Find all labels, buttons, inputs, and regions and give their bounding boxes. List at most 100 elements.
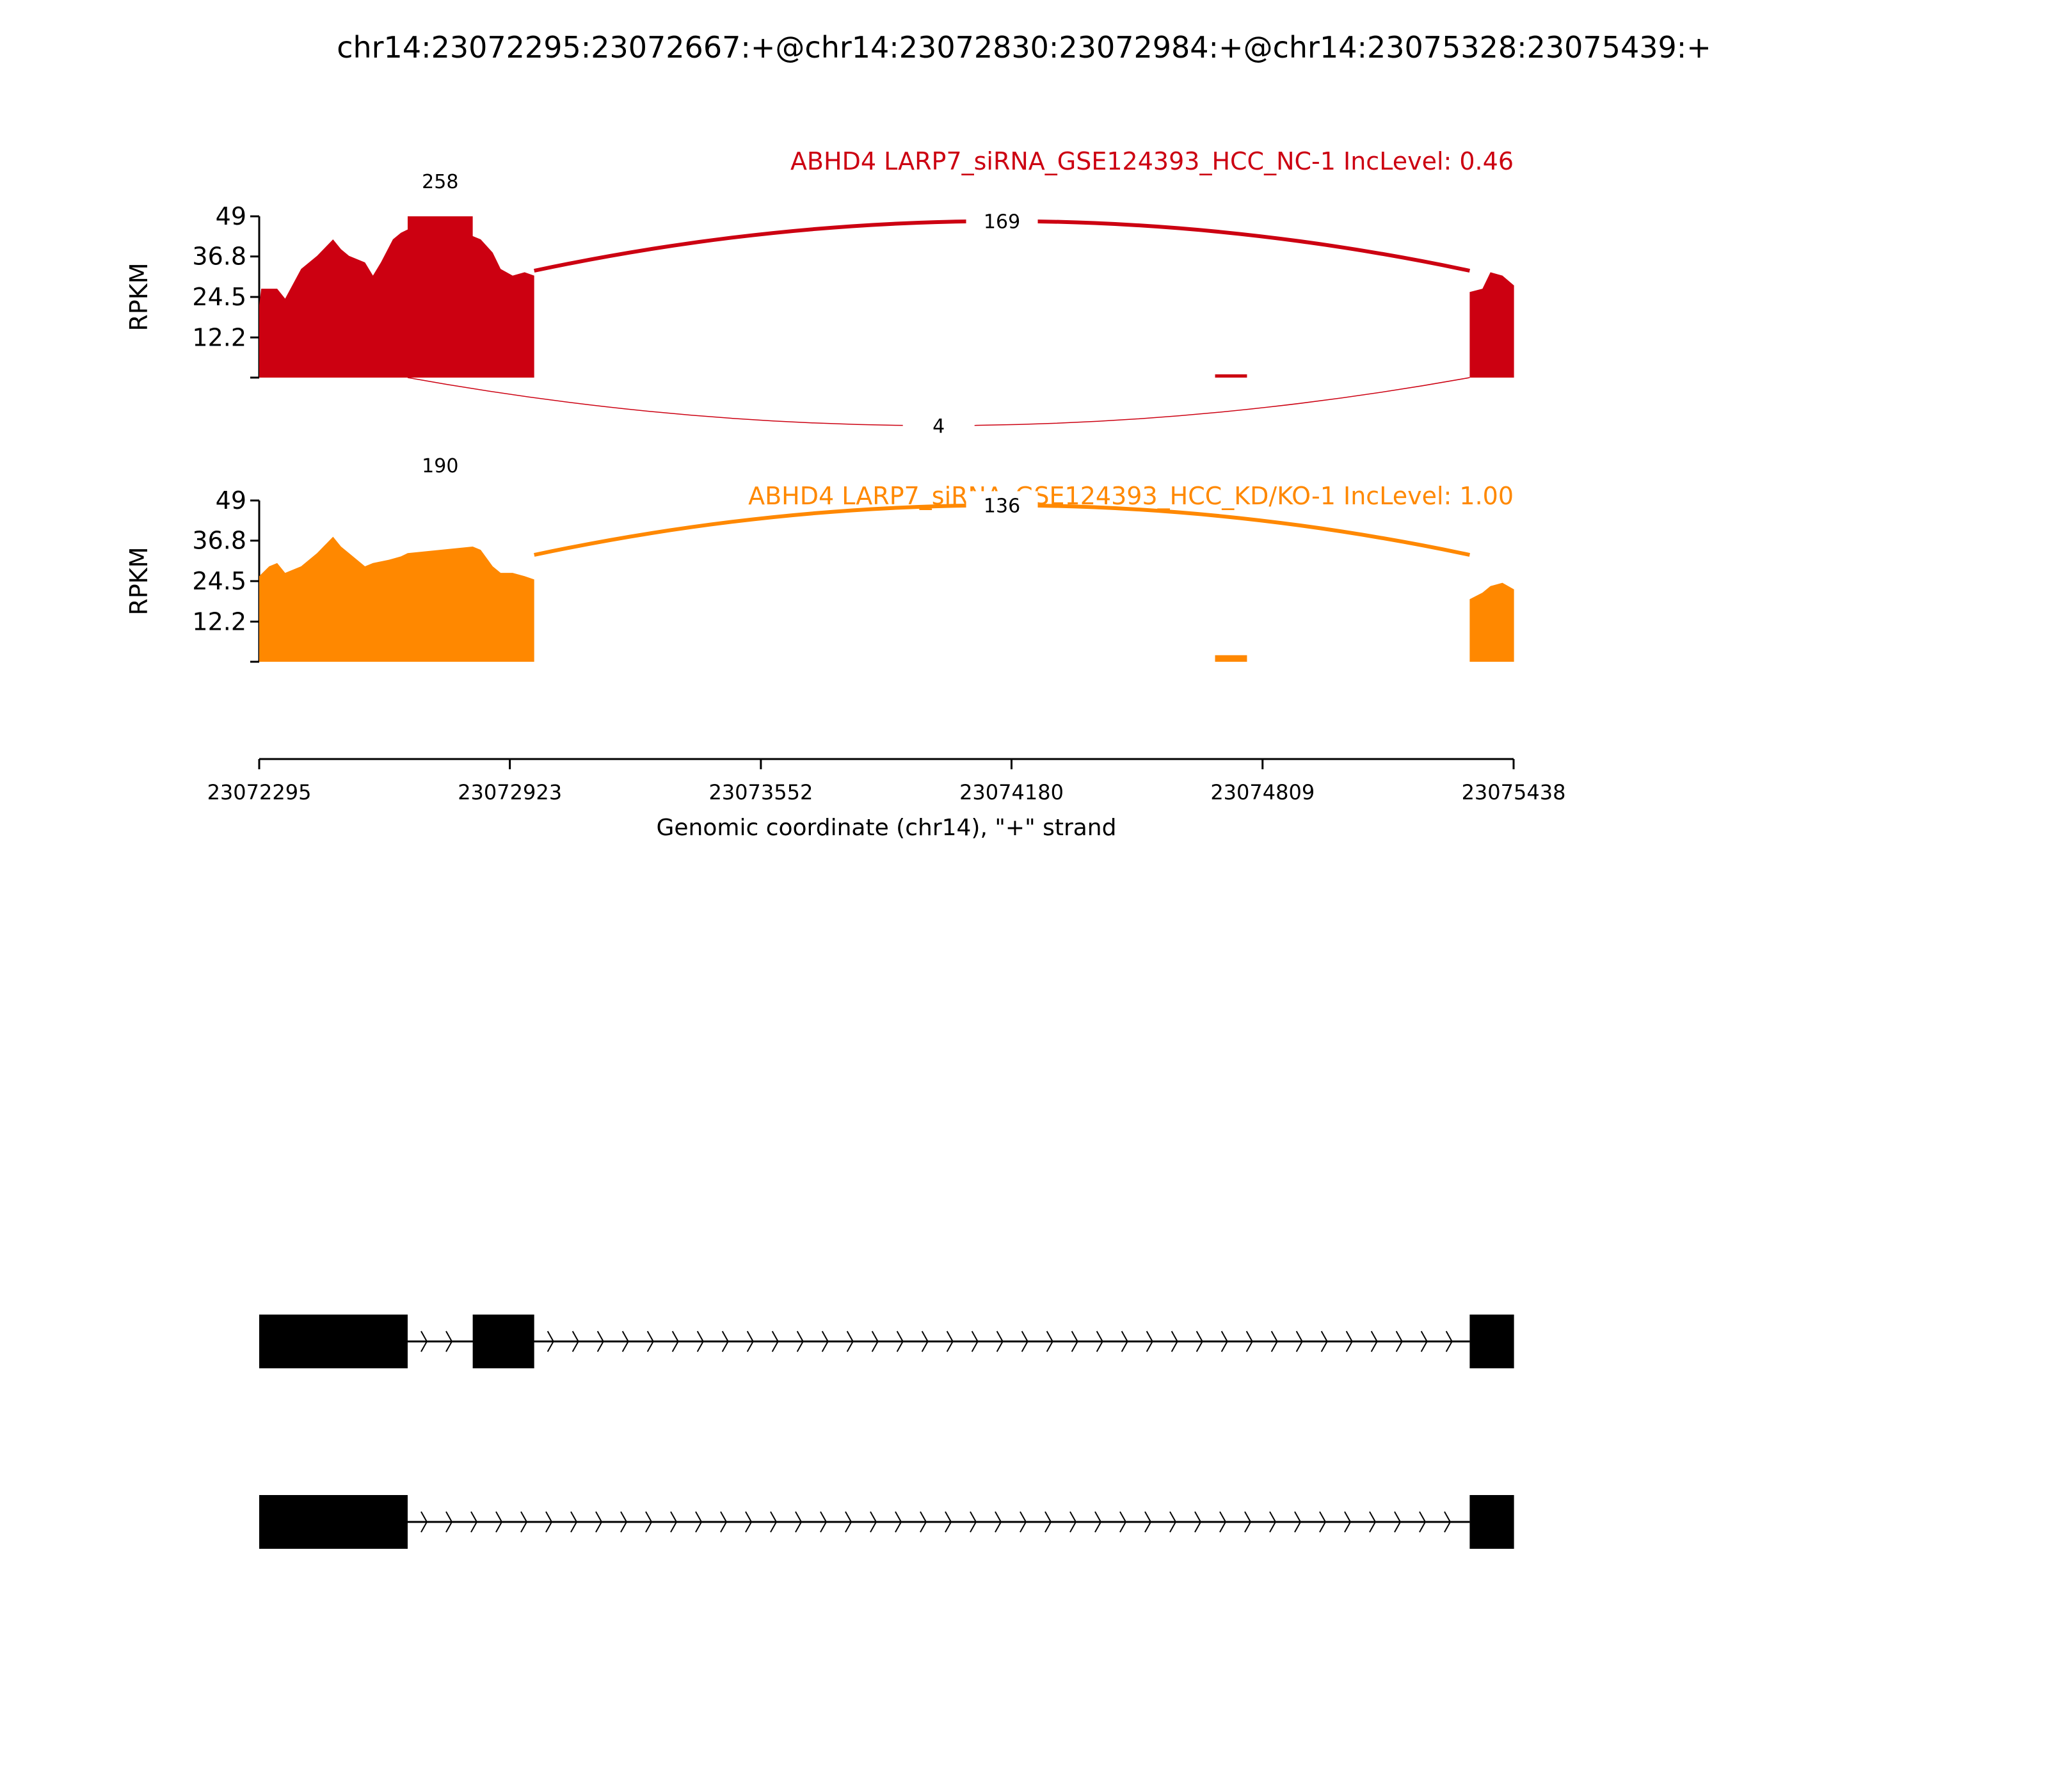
- coverage-area: [1215, 374, 1247, 378]
- strand-chevron: [1270, 1331, 1278, 1352]
- x-axis-label: Genomic coordinate (chr14), "+" strand: [657, 815, 1117, 841]
- strand-chevron: [746, 1331, 754, 1352]
- strand-chevron: [1021, 1331, 1028, 1352]
- strand-chevron: [1420, 1331, 1428, 1352]
- track-title: ABHD4 LARP7_siRNA_GSE124393_HCC_NC-1 Inc…: [790, 147, 1514, 175]
- strand-chevron: [1319, 1511, 1327, 1533]
- junction-label: 136: [984, 495, 1020, 518]
- strand-chevron: [1369, 1511, 1377, 1533]
- strand-chevron: [895, 1511, 902, 1533]
- x-tick-label: 23074809: [1210, 780, 1315, 804]
- y-tick-label: 12.2: [192, 607, 246, 636]
- strand-chevron: [970, 1511, 977, 1533]
- junction-label: 169: [984, 211, 1020, 234]
- strand-chevron: [570, 1511, 578, 1533]
- strand-chevron: [495, 1511, 503, 1533]
- exon-block: [259, 1495, 408, 1549]
- strand-chevron: [547, 1331, 554, 1352]
- coverage-area: [1469, 582, 1514, 662]
- strand-chevron: [1244, 1511, 1252, 1533]
- strand-chevron: [1119, 1511, 1127, 1533]
- strand-chevron: [445, 1331, 453, 1352]
- strand-chevron: [671, 1331, 679, 1352]
- strand-chevron: [1220, 1331, 1228, 1352]
- strand-chevron: [572, 1331, 579, 1352]
- strand-chevron: [945, 1511, 952, 1533]
- strand-chevron: [1169, 1511, 1177, 1533]
- strand-chevron: [795, 1511, 803, 1533]
- strand-chevron: [1344, 1511, 1352, 1533]
- y-tick-label: 36.8: [192, 527, 246, 555]
- strand-chevron: [595, 1511, 603, 1533]
- strand-chevron: [946, 1331, 954, 1352]
- strand-chevron: [445, 1511, 453, 1533]
- strand-chevron: [620, 1511, 628, 1533]
- x-tick-label: 23075438: [1462, 780, 1566, 804]
- exon-block: [259, 1315, 408, 1368]
- strand-chevron: [1320, 1331, 1328, 1352]
- junction-label: 4: [932, 415, 945, 438]
- y-axis-label: RPKM: [125, 262, 153, 331]
- x-tick-label: 23074180: [959, 780, 1064, 804]
- exon-block: [1469, 1495, 1514, 1549]
- strand-chevron: [1269, 1511, 1277, 1533]
- coverage-tracks: ABHD4 LARP7_siRNA_GSE124393_HCC_NC-1 Inc…: [125, 147, 1514, 663]
- strand-chevron: [1044, 1511, 1052, 1533]
- strand-chevron: [1094, 1511, 1102, 1533]
- plot-title: chr14:23072295:23072667:+@chr14:23072830…: [337, 30, 1711, 65]
- strand-chevron: [1419, 1511, 1427, 1533]
- coverage-area: [1215, 655, 1247, 662]
- strand-chevron: [470, 1511, 478, 1533]
- junction-label-bg: [966, 207, 1038, 236]
- junction-label: 258: [422, 171, 458, 193]
- strand-chevron: [1069, 1511, 1077, 1533]
- strand-chevron: [971, 1331, 979, 1352]
- strand-chevron: [1121, 1331, 1128, 1352]
- strand-chevron: [920, 1511, 927, 1533]
- strand-chevron: [545, 1511, 553, 1533]
- y-tick-label: 24.5: [192, 283, 246, 311]
- strand-chevron: [1071, 1331, 1078, 1352]
- strand-chevron: [420, 1331, 428, 1352]
- strand-chevron: [1194, 1511, 1202, 1533]
- strand-chevron: [896, 1331, 904, 1352]
- transcript-models: [259, 1315, 1514, 1549]
- strand-chevron: [646, 1331, 654, 1352]
- strand-chevron: [645, 1511, 653, 1533]
- strand-chevron: [1020, 1511, 1027, 1533]
- y-tick-label: 24.5: [192, 567, 246, 595]
- strand-chevron: [1395, 1331, 1403, 1352]
- strand-chevron: [696, 1331, 704, 1352]
- strand-chevron: [670, 1511, 678, 1533]
- junction-label-bg: [966, 491, 1038, 520]
- track-2: ABHD4 LARP7_siRNA_GSE124393_HCC_KD/KO-1 …: [125, 455, 1514, 663]
- strand-chevron: [770, 1511, 778, 1533]
- y-tick-label: 49: [216, 202, 246, 230]
- strand-chevron: [1444, 1511, 1452, 1533]
- strand-chevron: [695, 1511, 703, 1533]
- strand-chevron: [1144, 1511, 1152, 1533]
- junction-label-bg: [902, 412, 975, 440]
- strand-chevron: [995, 1511, 1002, 1533]
- x-axis: 23072295 23072923 23073552 23074180 23074809…: [207, 758, 1566, 804]
- strand-chevron: [1394, 1511, 1402, 1533]
- exon-block: [1469, 1315, 1514, 1368]
- strand-chevron: [1245, 1331, 1253, 1352]
- strand-chevron: [921, 1331, 929, 1352]
- strand-chevron: [1294, 1511, 1302, 1533]
- y-tick-label: 36.8: [192, 243, 246, 271]
- strand-chevron: [996, 1331, 1004, 1352]
- strand-chevron: [796, 1331, 804, 1352]
- strand-chevron: [846, 1331, 854, 1352]
- strand-chevron: [1370, 1331, 1378, 1352]
- strand-chevron: [1146, 1331, 1153, 1352]
- strand-chevron: [520, 1511, 528, 1533]
- strand-chevron: [1046, 1331, 1053, 1352]
- strand-chevron: [1219, 1511, 1227, 1533]
- track-1: ABHD4 LARP7_siRNA_GSE124393_HCC_NC-1 Inc…: [125, 147, 1514, 440]
- strand-chevron: [420, 1511, 428, 1533]
- coverage-area: [1469, 272, 1514, 378]
- transcript-1: [259, 1315, 1514, 1368]
- strand-chevron: [1196, 1331, 1203, 1352]
